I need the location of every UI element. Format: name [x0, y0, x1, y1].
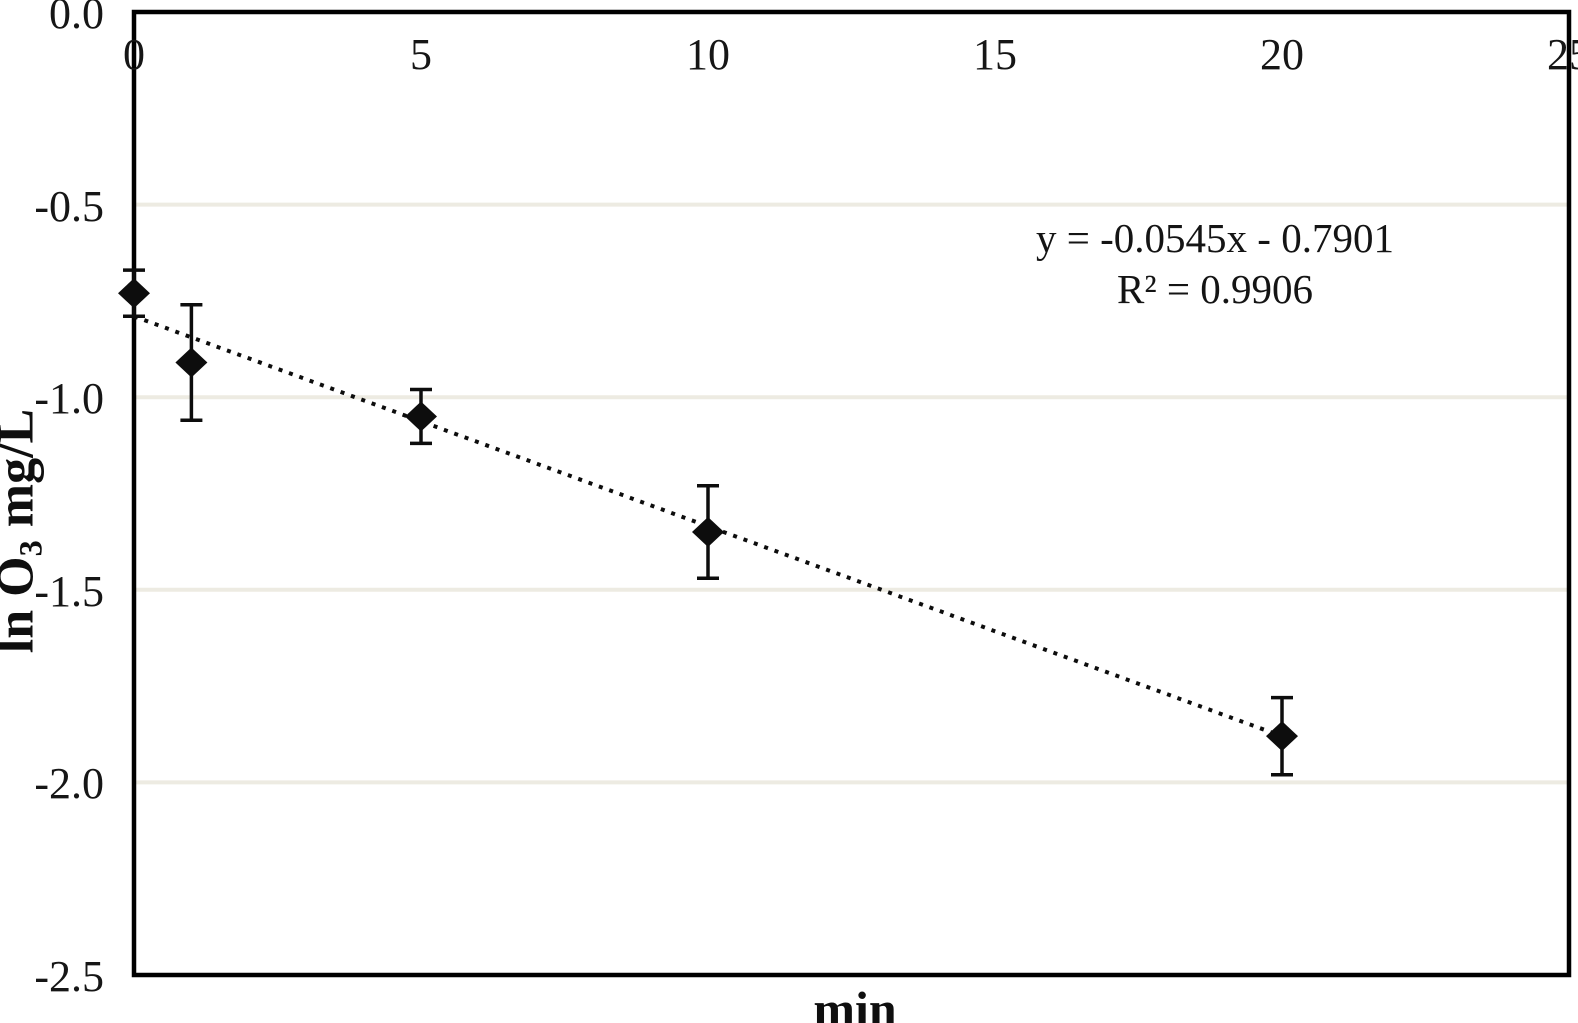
x-tick-label: 20: [1260, 30, 1304, 79]
x-tick-label: 15: [973, 30, 1017, 79]
y-axis-title-post: mg/L: [0, 408, 45, 528]
trendline-equation-block: y = -0.0545x - 0.7901 R² = 0.9906: [1036, 213, 1394, 315]
y-tick-label: 0.0: [49, 0, 104, 38]
data-point-diamond: [1266, 721, 1298, 752]
data-point-diamond: [175, 347, 208, 378]
y-tick-label: -1.5: [34, 566, 104, 616]
plot-area: [118, 9, 1572, 978]
equation-line: y = -0.0545x - 0.7901: [1036, 215, 1394, 261]
y-tick-label: -2.5: [34, 952, 104, 1001]
y-tick-label: -0.5: [34, 181, 104, 231]
chart-canvas: [118, 9, 1572, 978]
y-axis-title: ln O3 mg/L: [0, 408, 49, 654]
x-tick-label: 5: [410, 30, 432, 79]
x-tick-label: 25: [1547, 30, 1578, 79]
x-tick-label: 10: [686, 30, 730, 79]
data-point-diamond: [405, 401, 437, 432]
y-tick-label: -2.0: [34, 759, 104, 809]
data-point-diamond: [692, 517, 724, 548]
x-tick-label: 0: [123, 30, 145, 79]
r-squared-line: R² = 0.9906: [1116, 266, 1313, 312]
plot-border: [131, 9, 1572, 978]
y-axis-title-pre: ln O: [0, 556, 45, 654]
y-axis-title-subscript: 3: [12, 540, 49, 557]
x-axis-title: min: [813, 981, 897, 1023]
y-tick-label: -1.0: [34, 374, 104, 424]
data-point-diamond: [118, 278, 150, 309]
